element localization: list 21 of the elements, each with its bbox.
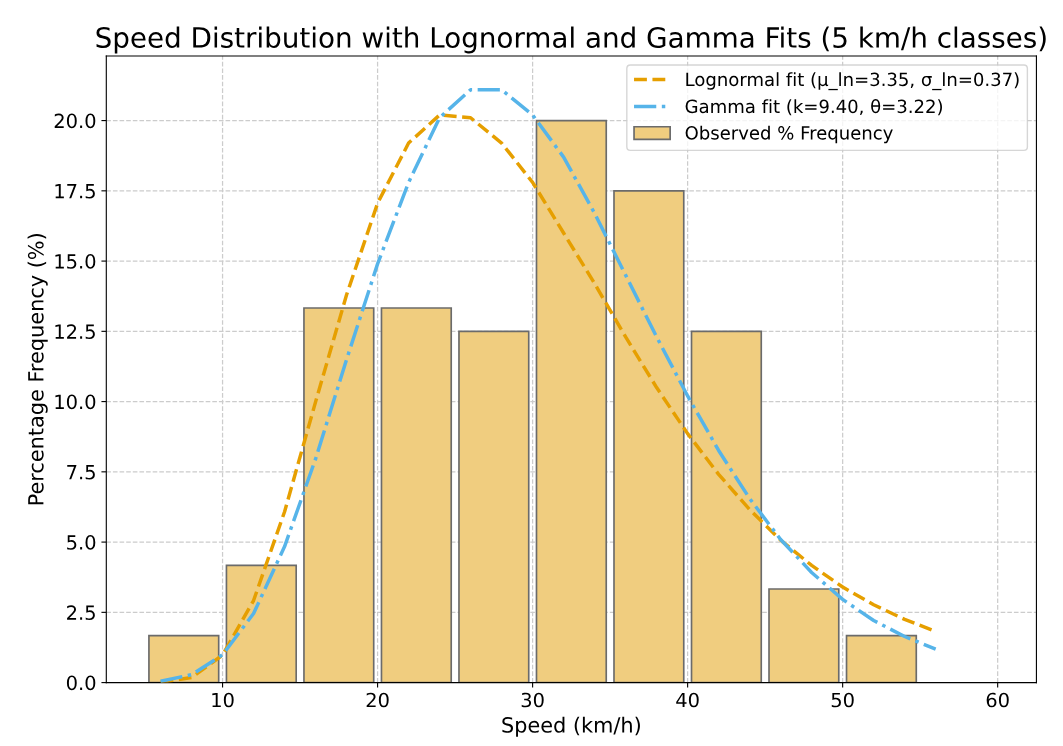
x-tick-label: 60 [986,692,1009,708]
x-tick-label: 40 [676,692,699,708]
x-tick-label: 20 [366,692,389,708]
legend-label: Observed % Frequency [685,125,893,144]
y-tick-label: 10.0 [55,394,96,410]
y-tick-label: 20.0 [54,113,96,129]
legend-label: Lognormal fit (μ_ln=3.35, σ_ln=0.37) [686,72,1019,91]
y-tick-label: 5.0 [67,535,96,550]
x-axis-title: Speed (km/h) [502,716,640,737]
y-tick-label: 2.5 [67,605,95,620]
legend-label: Gamma fit (k=9.40, θ=3.22) [685,99,942,116]
y-tick-label: 0.0 [66,675,96,691]
y-axis-title: Percentage Frequency (%) [27,234,48,505]
x-tick-label: 10 [212,692,234,708]
chart-title: Speed Distribution with Lognormal and Gamma Fits (5 km/h classes) [96,26,1046,54]
x-tick-label: 30 [521,692,544,708]
y-tick-label: 7.5 [67,465,95,480]
x-tick-label: 50 [831,692,854,708]
y-tick-label: 12.5 [55,324,95,339]
y-tick-label: 15.0 [55,254,96,269]
y-tick-label: 17.5 [55,184,95,199]
